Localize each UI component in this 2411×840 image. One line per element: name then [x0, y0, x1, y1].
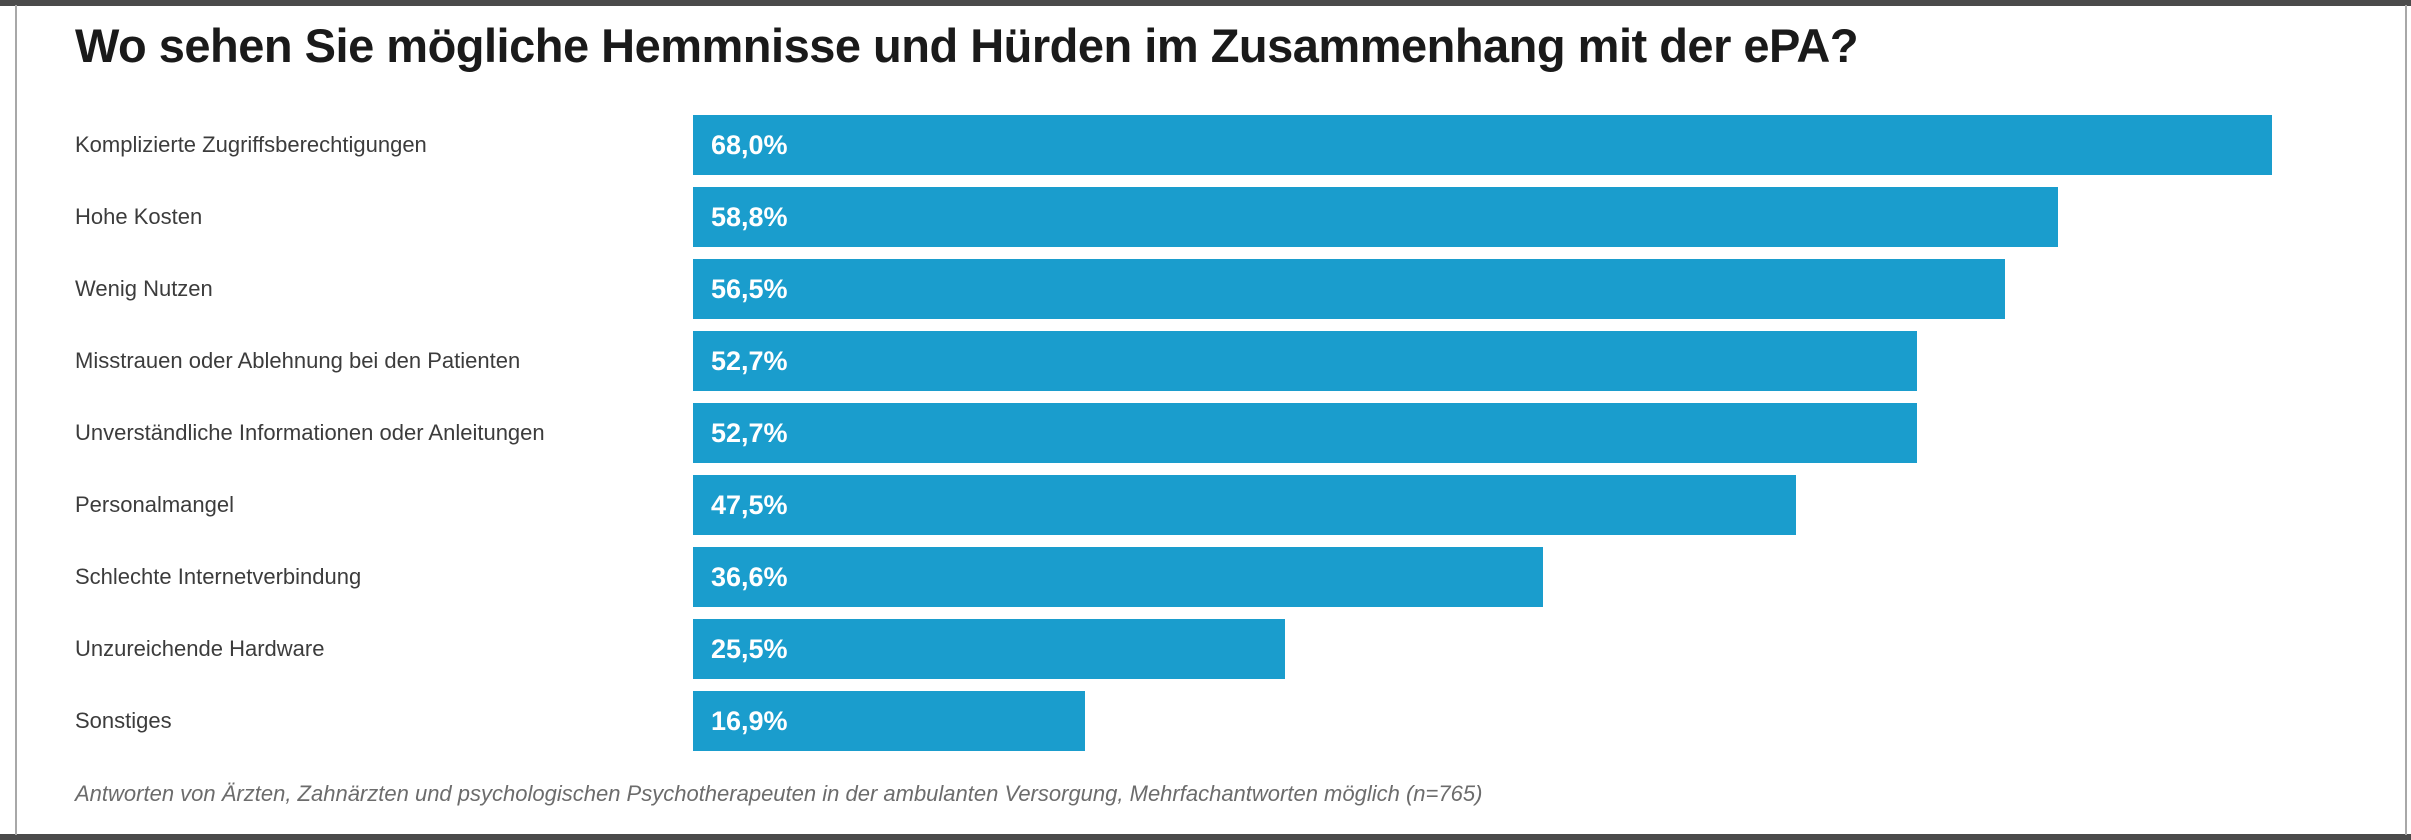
bar: 68,0%: [693, 115, 2272, 175]
bar-value-label: 68,0%: [711, 129, 788, 160]
bar-track: 36,6%: [693, 547, 2272, 607]
chart-row: Unverständliche Informationen oder Anlei…: [0, 403, 2411, 463]
chart-row: Misstrauen oder Ablehnung bei den Patien…: [0, 331, 2411, 391]
bar: 25,5%: [693, 619, 1286, 679]
chart-row: Schlechte Internetverbindung 36,6%: [0, 547, 2411, 607]
bar-track: 16,9%: [693, 691, 2272, 751]
bar-category-label: Komplizierte Zugriffsberechtigungen: [75, 132, 427, 157]
bar-chart: Komplizierte Zugriffsberechtigungen 68,0%…: [0, 115, 2411, 763]
top-border-band: [0, 0, 2411, 6]
bar-value-label: 47,5%: [711, 489, 788, 520]
bar-category-label: Personalmangel: [75, 492, 234, 517]
bar-value-label: 25,5%: [711, 633, 788, 664]
bar-track: 25,5%: [693, 619, 2272, 679]
bar-track: 47,5%: [693, 475, 2272, 535]
bar-value-label: 52,7%: [711, 345, 788, 376]
bar-category-label: Unverständliche Informationen oder Anlei…: [75, 420, 545, 445]
right-border-line: [2405, 5, 2407, 835]
chart-row: Komplizierte Zugriffsberechtigungen 68,0%: [0, 115, 2411, 175]
bar-category-label: Misstrauen oder Ablehnung bei den Patien…: [75, 348, 521, 373]
chart-row: Sonstiges 16,9%: [0, 691, 2411, 751]
bar-value-label: 58,8%: [711, 201, 788, 232]
bar-category-label: Wenig Nutzen: [75, 276, 213, 301]
chart-row: Unzureichende Hardware 25,5%: [0, 619, 2411, 679]
bar-value-label: 36,6%: [711, 561, 788, 592]
source-note: Antworten von Ärzten, Zahnärzten und psy…: [75, 781, 1483, 806]
bar-track: 68,0%: [693, 115, 2272, 175]
bar: 16,9%: [693, 691, 1086, 751]
bar: 36,6%: [693, 547, 1543, 607]
bar-track: 52,7%: [693, 403, 2272, 463]
bar-category-label: Schlechte Internetverbindung: [75, 564, 362, 589]
bar-category-label: Hohe Kosten: [75, 204, 203, 229]
bar: 52,7%: [693, 331, 1917, 391]
bar: 56,5%: [693, 259, 2005, 319]
bar-value-label: 52,7%: [711, 417, 788, 448]
bottom-border-band: [0, 834, 2411, 840]
bar-track: 58,8%: [693, 187, 2272, 247]
bar: 52,7%: [693, 403, 1917, 463]
bar-track: 56,5%: [693, 259, 2272, 319]
chart-row: Wenig Nutzen 56,5%: [0, 259, 2411, 319]
chart-title: Wo sehen Sie mögliche Hemmnisse und Hürd…: [75, 19, 1859, 72]
bar-category-label: Sonstiges: [75, 708, 172, 733]
bar: 47,5%: [693, 475, 1796, 535]
left-border-line: [15, 5, 17, 835]
chart-row: Hohe Kosten 58,8%: [0, 187, 2411, 247]
bar-value-label: 56,5%: [711, 273, 788, 304]
chart-row: Personalmangel 47,5%: [0, 475, 2411, 535]
bar-track: 52,7%: [693, 331, 2272, 391]
bar-category-label: Unzureichende Hardware: [75, 636, 325, 661]
bar-value-label: 16,9%: [711, 705, 788, 736]
bar: 58,8%: [693, 187, 2059, 247]
